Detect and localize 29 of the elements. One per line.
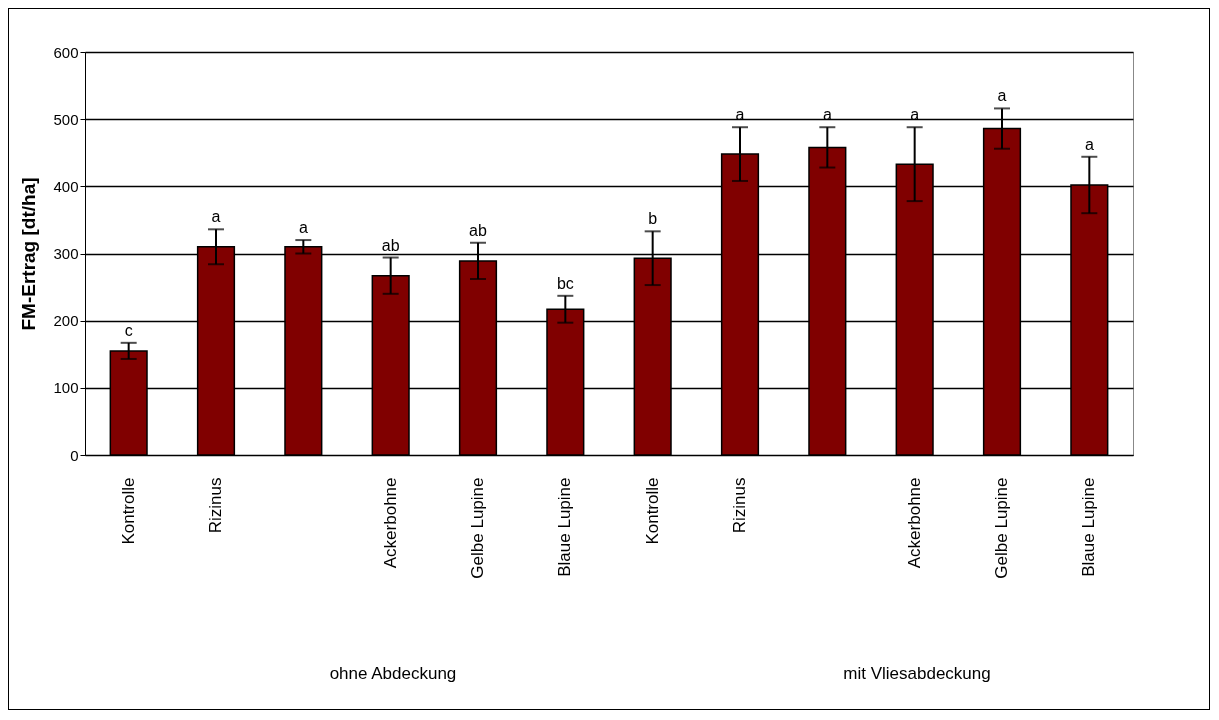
data-label: c xyxy=(124,321,133,339)
data-label: ab xyxy=(381,236,400,254)
x-tick-label: Blaue Lupine xyxy=(1079,477,1099,577)
text: mit Vliesabdeckung xyxy=(842,663,992,684)
y-tick-label: 500 xyxy=(53,110,79,128)
data-label: a xyxy=(298,219,308,237)
data-label: ab xyxy=(469,221,487,239)
data-label: a xyxy=(1084,135,1094,153)
x-tick-label: Gelbe Lupine xyxy=(468,477,487,579)
x-tick-label: Kontrolle xyxy=(118,477,138,545)
x-tick-label: Rizinus xyxy=(730,477,749,534)
data-label: a xyxy=(211,208,221,226)
y-tick-label: 600 xyxy=(53,43,79,61)
data-label: bc xyxy=(556,274,574,292)
y-tick-label: 200 xyxy=(53,312,79,330)
y-tick-label: 100 xyxy=(53,379,79,397)
text: ohne Abdeckung xyxy=(328,663,458,684)
y-tick-label: 300 xyxy=(53,245,79,262)
x-tick-label: Kontrolle xyxy=(642,477,662,545)
y-axis-title: FM-Ertrag [dt/ha] xyxy=(18,177,40,331)
y-tick-label: 0 xyxy=(70,446,79,464)
x-tick-label: Blaue Lupine xyxy=(555,477,575,577)
data-label: a xyxy=(997,87,1007,105)
y-tick-label: 400 xyxy=(53,177,79,195)
x-tick-label: Gelbe Lupine xyxy=(992,477,1011,579)
x-tick-label: Rizinus xyxy=(206,477,225,534)
x-tick-label: Ackerbohne xyxy=(380,477,400,569)
data-label: b xyxy=(648,210,658,228)
x-tick-label: Ackerbohne xyxy=(904,477,924,569)
